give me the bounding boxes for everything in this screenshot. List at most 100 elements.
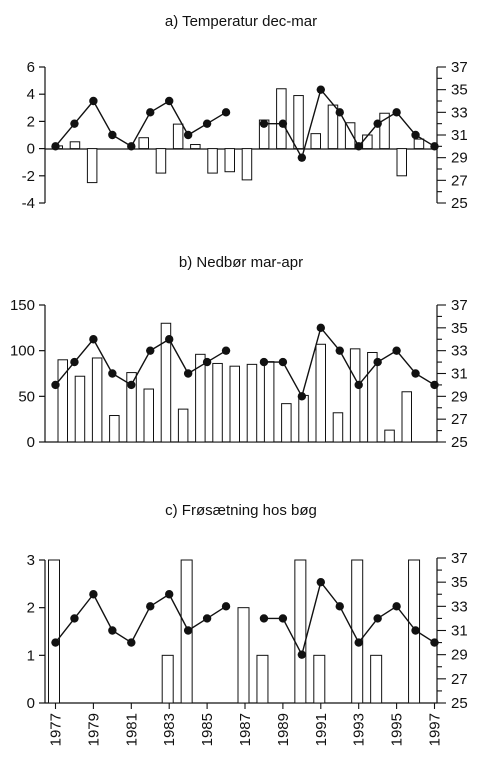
- bar: [401, 391, 412, 443]
- bar: [367, 351, 378, 443]
- right-tick-label: 29: [451, 388, 468, 405]
- data-point: [51, 142, 60, 151]
- data-point: [259, 614, 269, 623]
- panel-a-title: a) Temperatur dec-mar: [165, 13, 317, 30]
- left-tick-label: 2: [27, 113, 35, 130]
- right-tick-label: 35: [451, 82, 468, 99]
- right-tick-label: 33: [451, 598, 468, 615]
- right-tick-label: 25: [451, 195, 468, 212]
- data-point: [354, 380, 363, 390]
- data-point: [108, 626, 117, 635]
- bar: [293, 95, 304, 150]
- bar: [172, 123, 184, 150]
- data-point: [297, 392, 307, 401]
- left-tick-label: 0: [27, 695, 35, 712]
- panel-c-ticks: 3 2 1 0 37 35 33 31 29 27 25: [27, 550, 468, 712]
- data-point: [278, 357, 288, 367]
- right-tick-label: 25: [451, 434, 468, 451]
- bar: [313, 654, 326, 704]
- bar: [109, 415, 120, 443]
- left-tick-label: 150: [10, 297, 35, 314]
- data-point: [297, 153, 307, 162]
- bar: [86, 148, 98, 184]
- data-point: [165, 335, 174, 344]
- bar: [256, 654, 269, 704]
- bar: [212, 362, 223, 443]
- data-point: [108, 369, 117, 378]
- data-point: [165, 96, 174, 106]
- data-point: [70, 357, 79, 367]
- x-tick-label: 1977: [48, 713, 65, 746]
- x-tick-label: 1987: [237, 713, 254, 746]
- data-point: [51, 638, 60, 647]
- bar: [161, 654, 174, 704]
- bar: [155, 148, 167, 174]
- data-point: [335, 602, 344, 611]
- panel-b: b) Nedbør mar-apr 150 100 50 0 37 35 33 31 29 27 2…: [10, 254, 468, 451]
- data-point: [392, 602, 401, 611]
- left-tick-label: 1: [27, 647, 35, 664]
- panel-c-bars: [48, 559, 421, 704]
- panel-a: a) Temperatur dec-mar 6 4 2 0 -2 -4 37 35 33 31 29…: [22, 13, 468, 212]
- data-point: [165, 590, 174, 599]
- data-point: [373, 614, 382, 623]
- data-point: [108, 130, 117, 140]
- right-tick-label: 33: [451, 104, 468, 121]
- x-tick-label: 1983: [161, 713, 178, 746]
- bar: [160, 322, 172, 443]
- series-line: [54, 338, 227, 386]
- data-point: [146, 108, 155, 117]
- bar: [143, 388, 154, 443]
- data-point: [411, 130, 420, 140]
- left-tick-label: 2: [27, 600, 35, 617]
- bar: [384, 429, 395, 443]
- data-point: [297, 650, 307, 659]
- data-point: [70, 614, 79, 623]
- data-point: [221, 602, 231, 611]
- x-tick-label: 1981: [123, 713, 140, 746]
- x-tick-label: 1995: [389, 713, 406, 746]
- data-point: [259, 357, 269, 367]
- data-point: [354, 142, 363, 151]
- panel-c-title: c) Frøsætning hos bøg: [165, 502, 317, 519]
- data-point: [183, 626, 193, 635]
- data-point: [89, 96, 98, 106]
- left-tick-label: 3: [27, 552, 35, 569]
- series-line: [263, 580, 435, 657]
- left-tick-label: 6: [27, 59, 35, 76]
- panel-a-line: [51, 85, 439, 162]
- bar: [195, 353, 206, 443]
- data-point: [202, 614, 212, 623]
- data-point: [278, 119, 288, 128]
- bar: [298, 394, 309, 443]
- data-point: [183, 130, 193, 140]
- data-point: [89, 590, 98, 599]
- data-point: [430, 142, 439, 151]
- data-point: [392, 108, 401, 117]
- bar: [294, 559, 307, 704]
- bar: [48, 559, 60, 704]
- data-point: [278, 614, 288, 623]
- data-point: [202, 357, 212, 367]
- right-tick-label: 25: [451, 695, 468, 712]
- bar: [349, 348, 361, 443]
- panel-b-ticks: 150 100 50 0 37 35 33 31 29 27 25: [10, 297, 468, 451]
- data-point: [127, 638, 136, 647]
- x-tick-label: 1989: [275, 713, 292, 746]
- right-tick-label: 37: [451, 550, 468, 567]
- data-point: [202, 119, 212, 128]
- data-point: [183, 369, 193, 378]
- left-tick-label: 0: [27, 141, 35, 158]
- data-point: [430, 638, 439, 647]
- data-point: [411, 369, 420, 378]
- x-tick-label: 1991: [313, 713, 330, 746]
- data-point: [221, 346, 231, 355]
- right-tick-label: 27: [451, 411, 468, 428]
- data-point: [354, 638, 363, 647]
- bar: [351, 559, 364, 704]
- bar: [69, 141, 81, 150]
- bar: [396, 148, 407, 177]
- bar: [315, 343, 326, 443]
- data-point: [316, 85, 325, 94]
- bar: [138, 137, 149, 150]
